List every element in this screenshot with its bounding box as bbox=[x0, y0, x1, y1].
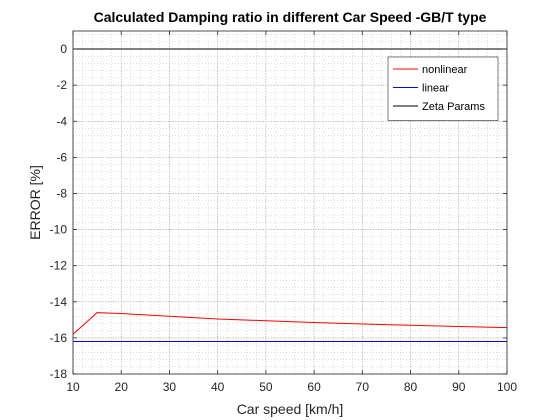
chart-title: Calculated Damping ratio in different Ca… bbox=[94, 9, 487, 25]
x-tick-label: 80 bbox=[404, 380, 418, 394]
legend-box bbox=[387, 56, 499, 121]
y-axis-title: ERROR [%] bbox=[27, 165, 43, 240]
x-tick-label: 90 bbox=[452, 380, 466, 394]
x-tick-label: 60 bbox=[307, 380, 321, 394]
y-tick-label: -18 bbox=[50, 367, 68, 381]
series-layer bbox=[72, 48, 508, 343]
y-tick-label: -4 bbox=[56, 114, 67, 128]
x-tick-label: 10 bbox=[66, 380, 80, 394]
series-line-nonlinear bbox=[72, 312, 508, 335]
grid bbox=[72, 31, 508, 375]
y-tick-label: -14 bbox=[50, 295, 68, 309]
x-tick-label: 20 bbox=[115, 380, 129, 394]
ticks: 10 20 30 40 50 60 70 80 90 100 0 -2 -4 -6 -8 -10 -12 -14 -… bbox=[50, 31, 517, 394]
x-axis-title: Car speed [km/h] bbox=[237, 401, 344, 417]
plot-frame bbox=[72, 30, 508, 375]
y-tick-label: -6 bbox=[56, 150, 67, 164]
x-tick-label: 50 bbox=[259, 380, 273, 394]
x-tick-label: 100 bbox=[497, 380, 517, 394]
x-tick-label: 40 bbox=[211, 380, 225, 394]
y-tick-label: -8 bbox=[56, 186, 67, 200]
x-tick-label: 30 bbox=[163, 380, 177, 394]
legend: nonlinear linear Zeta Params bbox=[387, 56, 499, 121]
y-tick-label: -10 bbox=[50, 223, 68, 237]
x-tick-label: 70 bbox=[356, 380, 370, 394]
y-tick-label: 0 bbox=[60, 42, 67, 56]
y-tick-label: -12 bbox=[50, 259, 68, 273]
legend-label: nonlinear bbox=[422, 64, 468, 76]
legend-label: Zeta Params bbox=[422, 101, 485, 113]
legend-label: linear bbox=[422, 83, 449, 95]
y-tick-label: -16 bbox=[50, 331, 68, 345]
y-tick-label: -2 bbox=[56, 78, 67, 92]
